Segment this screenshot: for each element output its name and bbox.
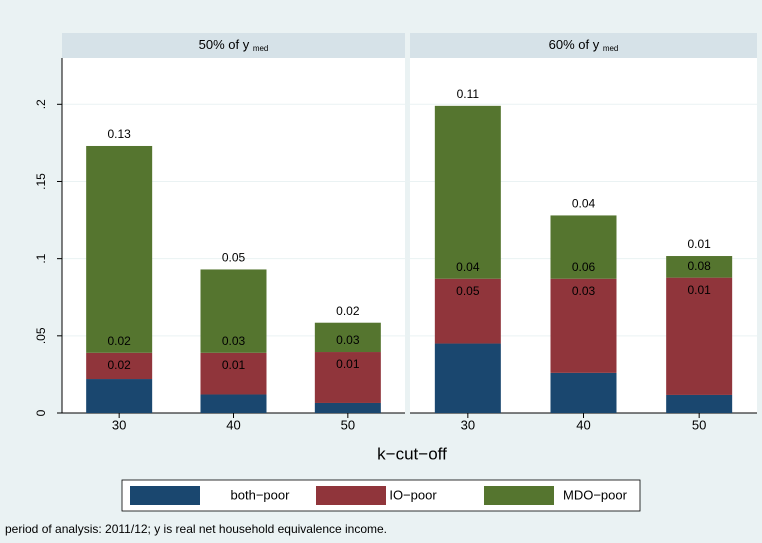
value-label: 0.05 [222,251,246,265]
y-tick-label: .05 [34,327,48,344]
value-label: 0.01 [687,283,711,297]
bar-segment [200,269,267,353]
value-label: 0.04 [572,197,596,211]
x-tick-label: 40 [226,417,240,432]
bar-segment [666,277,733,395]
note: period of analysis: 2011/12; y is real n… [5,522,387,536]
y-tick-label: .15 [34,173,48,190]
value-label: 0.05 [456,284,480,298]
value-label: 0.01 [336,357,360,371]
bar-segment [434,343,501,413]
panel-title: 60% of y med [549,37,619,53]
value-label: 0.03 [572,284,596,298]
value-label: 0.13 [107,127,131,141]
bar-segment [314,402,381,413]
value-label: 0.02 [107,358,131,372]
panel-title-main: 60% of y [549,37,603,52]
panel-title-sub: med [253,44,269,53]
bar-segment [434,278,501,344]
bar-segment [200,394,267,413]
legend-key [316,486,386,505]
legend-label: IO−poor [389,487,437,502]
value-label: 0.03 [336,333,360,347]
panel-header [410,33,757,58]
bar-segment [200,352,267,395]
panel-title-sub: med [603,44,619,53]
value-label: 0.11 [457,87,480,101]
legend-key [484,486,554,505]
value-label: 0.02 [107,334,131,348]
bar-segment [666,256,733,278]
y-tick-label: .1 [34,253,48,263]
value-label: 0.01 [687,237,711,251]
panel-title: 50% of y med [199,37,269,53]
legend-label: MDO−poor [563,487,628,502]
value-label: 0.08 [687,259,711,273]
value-label: 0.06 [572,260,596,274]
x-tick-label: 30 [112,417,126,432]
panel-header [62,33,405,58]
legend-label: both−poor [231,487,291,502]
bar-segment [86,352,153,380]
legend-key [130,486,200,505]
y-tick-label: 0 [34,409,48,416]
x-tick-label: 40 [576,417,590,432]
panel-title-main: 50% of y [199,37,253,52]
bar-segment [86,145,153,353]
bar-segment [314,352,381,403]
x-tick-label: 30 [461,417,475,432]
y-tick-label: .2 [34,99,48,109]
bar-segment [666,394,733,413]
bar-segment [314,322,381,353]
value-label: 0.03 [222,334,246,348]
x-axis-title: k−cut−off [377,444,447,463]
value-label: 0.04 [456,260,480,274]
x-tick-label: 50 [692,417,706,432]
bar-segment [550,372,617,413]
value-label: 0.02 [336,304,360,318]
bar-segment [550,278,617,373]
bar-segment [86,379,153,413]
x-tick-label: 50 [341,417,355,432]
bar-segment [434,105,501,279]
bar-segment [550,215,617,279]
value-label: 0.01 [222,358,246,372]
